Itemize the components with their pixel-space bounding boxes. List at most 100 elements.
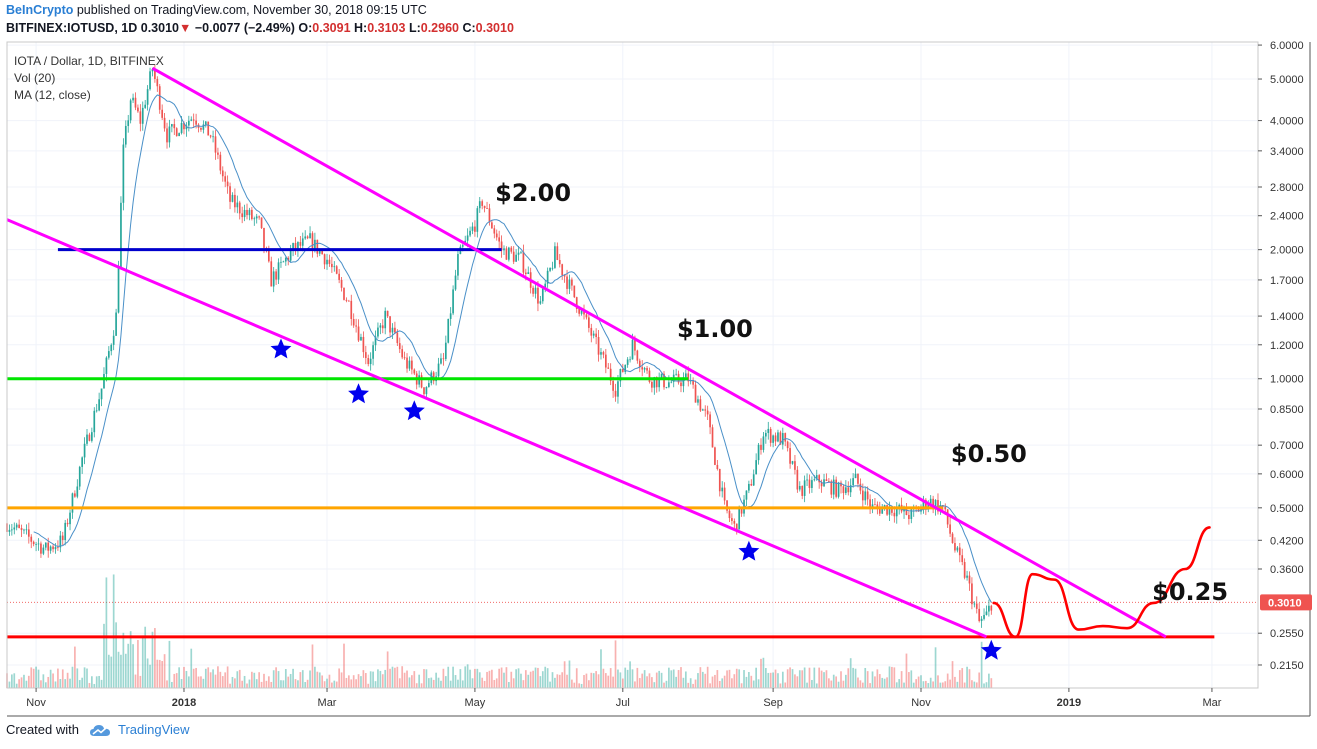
- candle-body: [476, 208, 479, 232]
- candle-body: [251, 209, 253, 220]
- volume-bar: [878, 674, 881, 688]
- volume-bar: [37, 669, 40, 688]
- high-value: 0.3103: [367, 21, 406, 35]
- candle-body: [568, 279, 571, 289]
- candle-body: [832, 479, 835, 495]
- volume-bar: [786, 669, 789, 688]
- candle-body: [512, 251, 515, 262]
- candle-body: [886, 505, 888, 515]
- candle-body: [161, 109, 164, 118]
- volume-bar: [107, 654, 110, 688]
- volume-bar: [209, 672, 212, 688]
- volume-bar: [175, 673, 178, 688]
- candle-body: [163, 117, 166, 129]
- candle-body: [963, 562, 966, 578]
- candle-body: [580, 310, 583, 314]
- candle-body: [515, 254, 517, 262]
- candle-body: [180, 122, 183, 134]
- candle-body: [331, 263, 333, 268]
- volume-bar: [946, 673, 949, 688]
- candle-body: [299, 242, 302, 246]
- low-value: 0.2960: [420, 21, 459, 35]
- volume-bar: [941, 682, 944, 688]
- candle-body: [224, 176, 227, 182]
- volume-bar: [338, 668, 340, 688]
- candle-body: [721, 487, 724, 492]
- candle-body: [442, 358, 445, 360]
- tradingview-link[interactable]: TradingView: [118, 722, 190, 737]
- volume-bar: [156, 659, 159, 688]
- volume-bar: [740, 683, 743, 688]
- volume-bar: [983, 683, 985, 688]
- volume-bar: [139, 675, 142, 688]
- candle-body: [646, 368, 648, 371]
- candle-body: [597, 337, 600, 355]
- candle-body: [221, 170, 224, 177]
- volume-bar: [488, 670, 491, 688]
- candle-body: [338, 273, 340, 280]
- volume-bar: [733, 674, 736, 688]
- candle-body: [961, 555, 964, 563]
- volume-bar: [764, 668, 767, 688]
- volume-bar: [578, 683, 581, 688]
- volume-bar: [716, 670, 719, 688]
- volume-bar: [607, 675, 610, 688]
- volume-bar: [874, 676, 876, 688]
- candle-body: [651, 381, 653, 388]
- volume-bar: [551, 672, 554, 688]
- volume-bar: [27, 675, 30, 688]
- candle-body: [466, 235, 469, 241]
- candle-body: [701, 409, 704, 411]
- volume-bar: [173, 673, 176, 688]
- current-price-label: 0.3010: [1268, 597, 1302, 609]
- volume-bar: [665, 680, 668, 688]
- volume-bar: [331, 682, 333, 688]
- candle-body: [381, 325, 384, 329]
- candle-body: [694, 384, 697, 403]
- candle-body: [777, 432, 779, 442]
- volume-bar: [212, 669, 214, 688]
- candle-body: [874, 504, 876, 506]
- volume-bar: [86, 668, 88, 688]
- volume-bar: [54, 681, 57, 688]
- candle-body: [684, 373, 687, 378]
- candle-body: [372, 345, 374, 359]
- y-tick-label: 1.0000: [1270, 374, 1304, 386]
- down-arrow-icon: ▼: [178, 21, 192, 35]
- candle-body: [811, 480, 813, 488]
- volume-bar: [990, 678, 993, 688]
- volume-bar: [398, 678, 401, 688]
- publisher-name[interactable]: BeInCrypto: [6, 3, 74, 17]
- volume-bar: [391, 666, 394, 688]
- candle-body: [571, 279, 573, 286]
- stars: [270, 338, 1002, 660]
- close-label: C:: [462, 21, 476, 35]
- volume-bar: [333, 680, 336, 688]
- candle-body: [25, 529, 28, 531]
- candle-body: [394, 327, 396, 333]
- candle-body: [100, 388, 103, 400]
- volume-bar: [13, 673, 16, 688]
- candle-body: [129, 100, 132, 121]
- candle-body: [604, 354, 607, 368]
- candle-body: [532, 287, 534, 294]
- candle-body: [139, 111, 142, 124]
- volume-bar: [757, 679, 760, 688]
- price-change: −0.0077 (−2.49%): [194, 21, 295, 35]
- candle-body: [272, 271, 275, 287]
- volume-bar: [258, 672, 260, 688]
- volume-bar: [638, 678, 641, 688]
- volume-bar: [900, 671, 903, 688]
- volume-bar: [328, 674, 331, 688]
- volume-bar: [292, 668, 294, 688]
- volume-bar: [474, 668, 476, 688]
- star-icon: [348, 383, 369, 404]
- volume-bar: [849, 658, 852, 688]
- candle-body: [246, 209, 248, 216]
- projection-path: [992, 526, 1211, 639]
- candle-body: [486, 208, 488, 209]
- candle-body: [706, 410, 709, 415]
- candle-body: [949, 524, 951, 534]
- volume-bar: [364, 673, 367, 688]
